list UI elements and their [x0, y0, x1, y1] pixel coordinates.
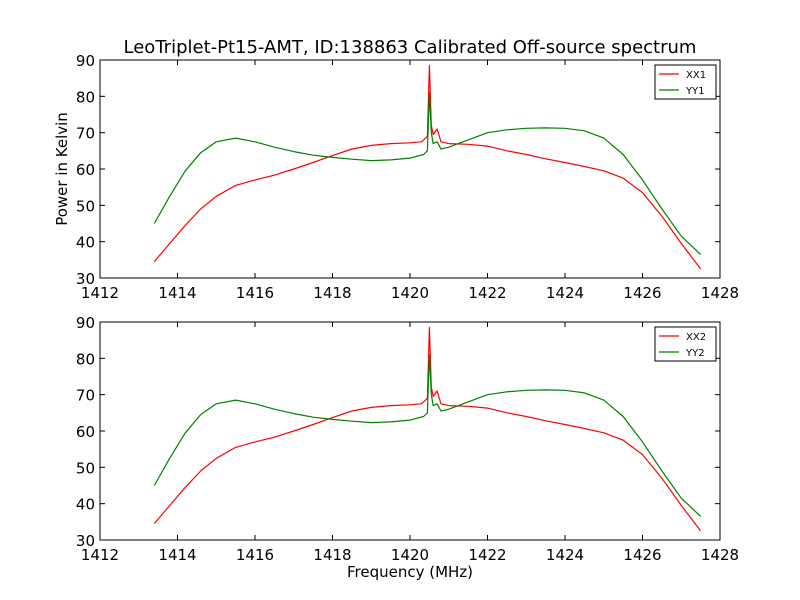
y-tick-label: 50 [76, 197, 95, 215]
legend-box [654, 326, 717, 362]
x-tick-label: 1418 [313, 546, 351, 564]
y-tick-label: 60 [76, 423, 95, 441]
x-tick-label: 1424 [546, 546, 584, 564]
bottom-panel: 1412 1414 1416 1418 1420 1422 1424 1426 1428 30 40… [76, 314, 739, 564]
series-line-yy1 [153, 92, 702, 255]
y-axis-label: Power in Kelvin [53, 112, 71, 226]
x-tick-label: 1420 [391, 284, 429, 302]
legend-label-yy2: YY2 [685, 348, 705, 359]
legend-box [654, 64, 717, 100]
y-tick-label: 30 [76, 270, 95, 288]
series-line-xx2 [153, 326, 702, 532]
x-tick-label: 1424 [546, 284, 584, 302]
x-tick-label: 1414 [158, 546, 196, 564]
x-tick-label: 1416 [236, 546, 274, 564]
legend-label-xx1: XX1 [686, 70, 706, 81]
y-tick-label: 80 [76, 350, 95, 368]
x-tick-label: 1414 [158, 284, 196, 302]
x-tick-label: 1422 [468, 284, 506, 302]
y-tick-label: 70 [76, 125, 95, 143]
legend-label-xx2: XX2 [686, 332, 706, 343]
x-tick-label: 1412 [81, 284, 119, 302]
x-tick-label: 1416 [236, 284, 274, 302]
legend-label-yy1: YY1 [685, 86, 705, 97]
y-tick-label: 70 [76, 387, 95, 405]
series-line-xx1 [153, 64, 702, 270]
y-tick-label: 90 [76, 52, 95, 70]
figure-title: LeoTriplet-Pt15-AMT, ID:138863 Calibrate… [124, 37, 697, 58]
series-line-yy2 [153, 354, 702, 517]
x-tick-label: 1428 [701, 546, 739, 564]
x-tick-label: 1418 [313, 284, 351, 302]
y-tick-label: 40 [76, 234, 95, 252]
x-tick-label: 1426 [623, 284, 661, 302]
y-tick-label: 90 [76, 314, 95, 332]
y-tick-label: 80 [76, 88, 95, 106]
x-tick-label: 1420 [391, 546, 429, 564]
y-tick-label: 30 [76, 532, 95, 550]
x-tick-label: 1428 [701, 284, 739, 302]
x-axis-label: Frequency (MHz) [347, 563, 473, 581]
y-tick-label: 40 [76, 496, 95, 514]
x-tick-label: 1422 [468, 546, 506, 564]
top-panel: 1412 1414 1416 1418 1420 1422 1424 1426 1428 30 40… [76, 52, 739, 302]
x-tick-label: 1412 [81, 546, 119, 564]
x-tick-label: 1426 [623, 546, 661, 564]
y-tick-label: 50 [76, 459, 95, 477]
y-tick-label: 60 [76, 161, 95, 179]
